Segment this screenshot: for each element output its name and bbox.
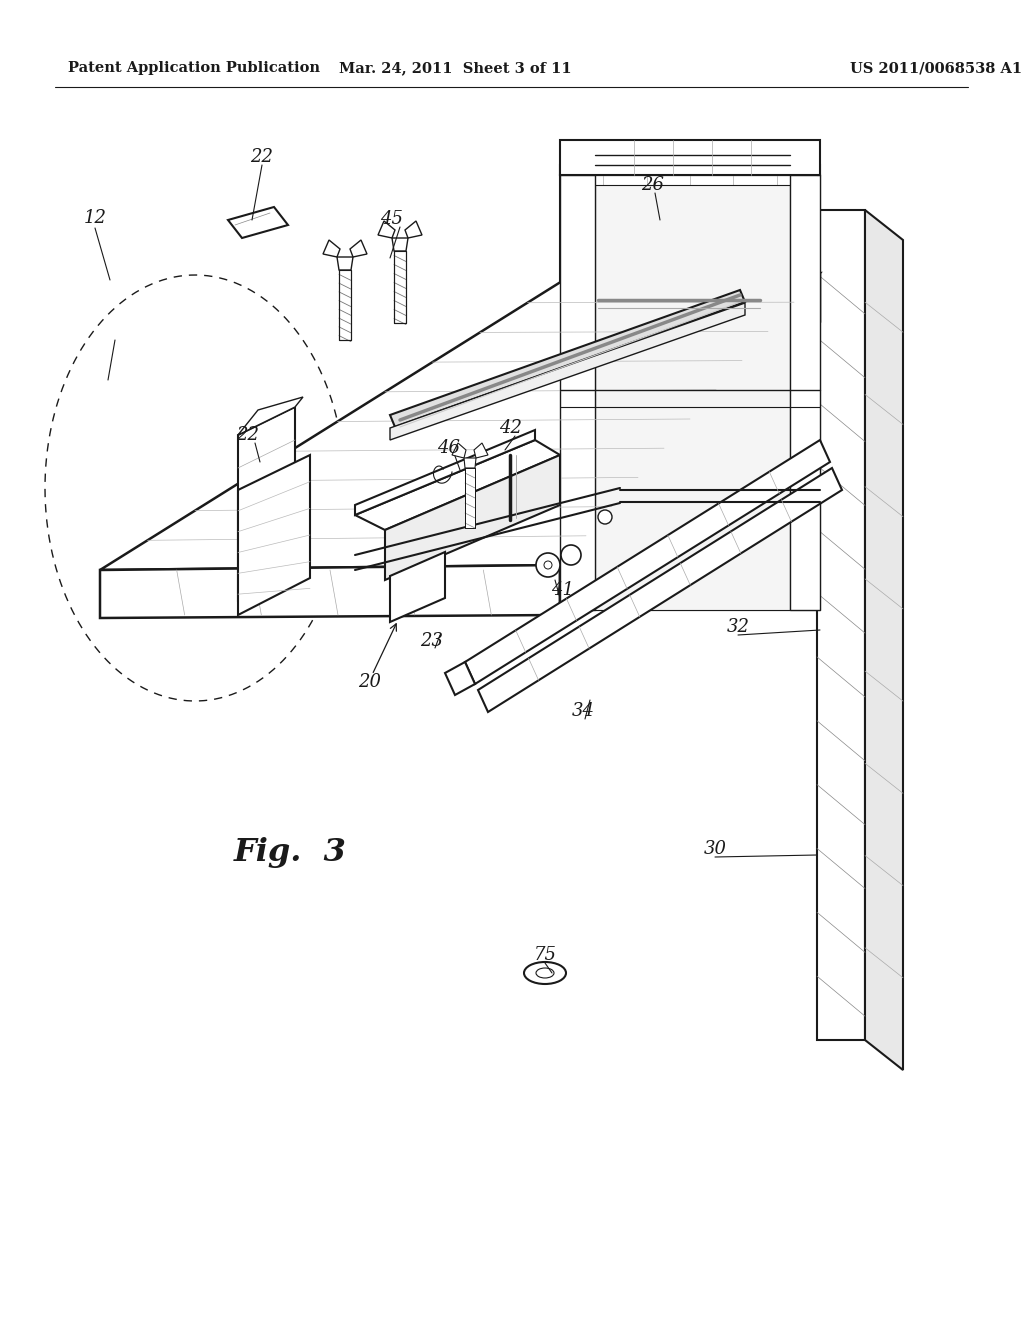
Text: 12: 12	[84, 209, 106, 227]
Polygon shape	[323, 240, 340, 257]
Polygon shape	[390, 552, 445, 622]
Circle shape	[598, 510, 612, 524]
Polygon shape	[238, 397, 303, 436]
Text: 75: 75	[534, 946, 556, 964]
Polygon shape	[378, 220, 395, 238]
Polygon shape	[337, 257, 353, 271]
Polygon shape	[560, 165, 820, 176]
Text: Patent Application Publication: Patent Application Publication	[68, 61, 319, 75]
Text: 45: 45	[381, 210, 403, 228]
Polygon shape	[560, 176, 820, 610]
Polygon shape	[817, 210, 865, 1040]
Text: 42: 42	[500, 418, 522, 437]
Text: 32: 32	[726, 618, 750, 636]
Polygon shape	[355, 430, 535, 515]
Circle shape	[536, 553, 560, 577]
Polygon shape	[406, 220, 422, 238]
Circle shape	[561, 545, 581, 565]
Text: 22: 22	[237, 426, 259, 444]
Polygon shape	[228, 207, 288, 238]
Polygon shape	[355, 440, 560, 531]
Text: 30: 30	[703, 840, 726, 858]
Text: 26: 26	[641, 176, 665, 194]
Polygon shape	[595, 185, 790, 610]
Polygon shape	[394, 251, 406, 323]
Ellipse shape	[536, 968, 554, 978]
Polygon shape	[865, 210, 903, 1071]
Ellipse shape	[524, 962, 566, 983]
Text: Mar. 24, 2011  Sheet 3 of 11: Mar. 24, 2011 Sheet 3 of 11	[339, 61, 571, 75]
Polygon shape	[560, 273, 820, 615]
Polygon shape	[560, 140, 820, 176]
Polygon shape	[238, 455, 310, 615]
Text: 46: 46	[437, 440, 461, 457]
Circle shape	[544, 561, 552, 569]
Polygon shape	[474, 444, 488, 458]
Polygon shape	[390, 290, 745, 426]
Polygon shape	[392, 238, 408, 251]
Polygon shape	[385, 455, 560, 579]
Polygon shape	[464, 458, 476, 469]
Text: US 2011/0068538 A1: US 2011/0068538 A1	[850, 61, 1022, 75]
Polygon shape	[390, 304, 745, 440]
Polygon shape	[350, 240, 367, 257]
Polygon shape	[100, 273, 820, 570]
Polygon shape	[478, 469, 842, 711]
Polygon shape	[445, 663, 475, 696]
Text: 23: 23	[421, 632, 443, 649]
Polygon shape	[238, 407, 295, 601]
Text: 41: 41	[552, 581, 574, 599]
Polygon shape	[790, 176, 820, 610]
Polygon shape	[560, 176, 595, 610]
Polygon shape	[465, 469, 475, 528]
Text: 20: 20	[358, 673, 382, 690]
Text: Fig.  3: Fig. 3	[233, 837, 346, 867]
Polygon shape	[465, 440, 830, 684]
Text: 22: 22	[251, 148, 273, 166]
Polygon shape	[100, 565, 560, 618]
Polygon shape	[452, 444, 466, 458]
Polygon shape	[339, 271, 351, 341]
Text: 34: 34	[571, 702, 595, 719]
